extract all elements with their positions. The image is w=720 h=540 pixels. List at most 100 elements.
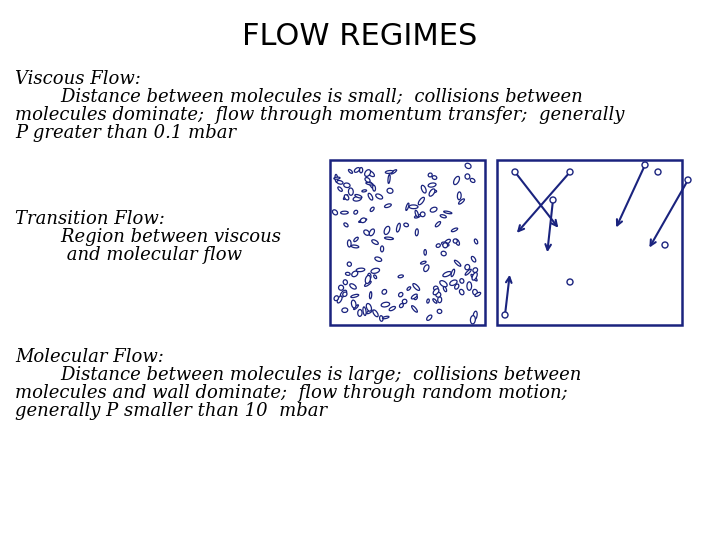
Ellipse shape [334,177,340,179]
Ellipse shape [341,211,348,214]
Ellipse shape [443,272,451,276]
Ellipse shape [384,226,390,234]
Ellipse shape [411,294,417,299]
Text: Distance between molecules is small;  collisions between: Distance between molecules is small; col… [15,88,582,106]
Ellipse shape [365,178,370,182]
Ellipse shape [387,188,393,193]
Text: P greater than 0.1 mbar: P greater than 0.1 mbar [15,124,236,142]
Ellipse shape [347,262,351,266]
Ellipse shape [385,171,393,173]
Ellipse shape [400,303,403,308]
Ellipse shape [399,293,403,297]
Ellipse shape [384,204,391,207]
Ellipse shape [472,273,477,280]
Ellipse shape [456,239,459,245]
Ellipse shape [444,211,452,214]
Ellipse shape [421,185,426,193]
Ellipse shape [420,212,425,217]
Ellipse shape [369,182,374,188]
Ellipse shape [351,245,359,248]
Ellipse shape [381,302,390,307]
Ellipse shape [433,286,438,291]
Ellipse shape [402,299,407,303]
Ellipse shape [441,251,446,256]
Ellipse shape [344,195,348,200]
Ellipse shape [355,194,362,198]
Text: Region between viscous: Region between viscous [15,228,281,246]
Ellipse shape [391,170,397,174]
Ellipse shape [450,280,457,286]
Ellipse shape [451,269,454,276]
Ellipse shape [343,195,348,199]
Ellipse shape [453,239,457,243]
Ellipse shape [367,171,374,177]
Ellipse shape [390,307,395,310]
Ellipse shape [343,183,350,187]
Ellipse shape [373,310,378,317]
Text: Transition Flow:: Transition Flow: [15,210,165,228]
Ellipse shape [431,190,436,193]
Ellipse shape [473,311,477,320]
Ellipse shape [359,167,363,173]
Ellipse shape [415,210,418,217]
Ellipse shape [436,292,441,297]
Ellipse shape [415,229,418,236]
Ellipse shape [465,174,470,179]
Ellipse shape [366,183,373,185]
Ellipse shape [438,297,441,303]
Ellipse shape [344,223,348,227]
Ellipse shape [432,176,437,179]
Ellipse shape [368,193,373,200]
Circle shape [512,169,518,175]
Text: molecules dominate;  flow through momentum transfer;  generally: molecules dominate; flow through momentu… [15,106,624,124]
Ellipse shape [412,306,418,312]
Ellipse shape [380,246,384,252]
Ellipse shape [459,289,464,295]
Ellipse shape [379,316,383,321]
Ellipse shape [342,308,348,313]
Ellipse shape [348,240,351,247]
Ellipse shape [470,178,475,183]
Ellipse shape [373,185,376,191]
Ellipse shape [382,316,389,319]
Text: Molecular Flow:: Molecular Flow: [15,348,164,366]
Ellipse shape [436,244,441,247]
Ellipse shape [436,221,441,227]
Ellipse shape [366,303,372,311]
Ellipse shape [337,180,343,184]
Ellipse shape [424,249,426,255]
Ellipse shape [427,315,432,320]
Ellipse shape [441,242,449,246]
Ellipse shape [369,229,374,236]
Ellipse shape [454,177,459,185]
Ellipse shape [440,215,446,218]
Circle shape [550,197,556,203]
Ellipse shape [337,296,342,303]
Ellipse shape [443,243,448,248]
Ellipse shape [388,174,390,184]
Ellipse shape [471,274,477,281]
Ellipse shape [457,192,461,200]
Ellipse shape [473,268,477,273]
Circle shape [502,312,508,318]
Circle shape [642,162,648,168]
Ellipse shape [398,275,403,278]
Ellipse shape [348,170,353,173]
Ellipse shape [437,309,442,313]
Circle shape [567,169,573,175]
Ellipse shape [361,218,366,222]
Ellipse shape [451,228,458,232]
Ellipse shape [366,279,370,282]
Ellipse shape [372,240,378,245]
Ellipse shape [369,292,372,299]
Ellipse shape [409,205,418,208]
Ellipse shape [333,210,338,215]
Ellipse shape [475,292,481,296]
Ellipse shape [346,272,350,275]
Bar [497,160,682,325]
Ellipse shape [364,170,371,177]
Ellipse shape [467,282,472,291]
Ellipse shape [454,284,459,289]
Ellipse shape [407,287,410,291]
Circle shape [662,242,668,248]
